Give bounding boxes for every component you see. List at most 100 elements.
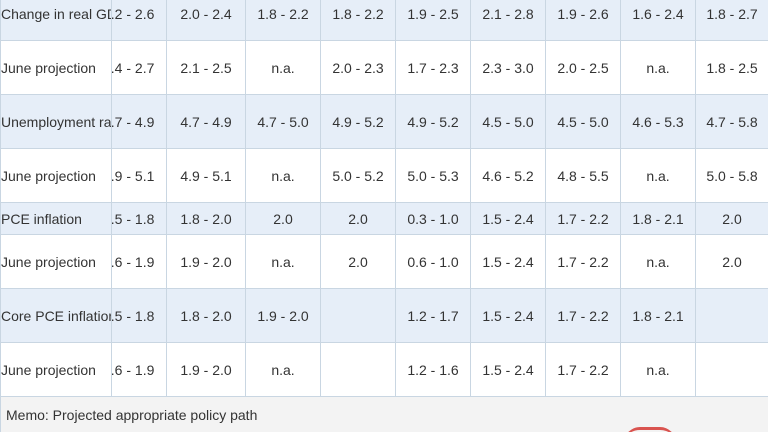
table-row: June projection4.9 - 5.14.9 - 5.1n.a.5.0…	[0, 148, 768, 203]
projection-cell: 2.3 - 3.0	[470, 40, 546, 95]
projection-cell: 1.7 - 2.2	[545, 288, 621, 343]
projection-cell: 4.8 - 5.5	[545, 148, 621, 203]
row-label: PCE inflation	[0, 202, 112, 235]
projection-cell: 1.8 - 2.7	[695, 0, 768, 41]
projection-cell: n.a.	[620, 342, 696, 397]
row-label-text: June projection	[1, 361, 96, 378]
table-row: June projection1.6 - 1.91.9 - 2.0n.a.2.0…	[0, 234, 768, 289]
row-label-text: June projection	[1, 253, 96, 270]
projection-cell: 1.6 - 2.4	[620, 0, 696, 41]
row-label-text: PCE inflation	[1, 210, 82, 227]
table-row: Core PCE inflation41.5 - 1.81.8 - 2.01.9…	[0, 288, 768, 343]
row-label-text: Core PCE inflation	[1, 307, 112, 324]
projection-cell: 1.5 - 2.4	[470, 202, 546, 235]
projection-cell: 2.2 - 2.6	[111, 0, 167, 41]
row-label: Change in real GDP	[0, 0, 112, 41]
projection-cell: n.a.	[245, 342, 321, 397]
table-row: PCE inflation1.5 - 1.81.8 - 2.02.02.00.3…	[0, 202, 768, 235]
projection-cell: n.a.	[620, 40, 696, 95]
projection-cell: 4.7 - 4.9	[166, 94, 246, 149]
table-row: June projection1.6 - 1.91.9 - 2.0n.a.1.2…	[0, 342, 768, 397]
projection-cell: 1.8 - 2.1	[620, 288, 696, 343]
projection-cell: 1.7 - 2.2	[545, 342, 621, 397]
projection-cell: n.a.	[245, 234, 321, 289]
projection-cell: 1.7 - 2.2	[545, 202, 621, 235]
projection-cell: 1.6 - 1.9	[111, 342, 167, 397]
row-label: June projection	[0, 40, 112, 95]
projection-cell	[695, 342, 768, 397]
projection-cell: 4.7 - 5.0	[245, 94, 321, 149]
row-label: June projection	[0, 234, 112, 289]
table-row: June projection2.4 - 2.72.1 - 2.5n.a.2.0…	[0, 40, 768, 95]
row-label-text: June projection	[1, 59, 96, 76]
projection-cell: 1.8 - 2.1	[620, 202, 696, 235]
projection-cell: 4.6 - 5.2	[470, 148, 546, 203]
projection-cell: 1.9 - 2.0	[166, 342, 246, 397]
projection-cell: 1.9 - 2.6	[545, 0, 621, 41]
projection-cell: 2.0	[695, 234, 768, 289]
projection-cell: 5.0 - 5.2	[320, 148, 396, 203]
row-label: Core PCE inflation4	[0, 288, 112, 343]
projection-cell: 4.5 - 5.0	[545, 94, 621, 149]
projection-cell: 2.0 - 2.3	[320, 40, 396, 95]
projection-cell: 1.5 - 2.4	[470, 288, 546, 343]
table-row: Change in real GDP2.2 - 2.62.0 - 2.41.8 …	[0, 0, 768, 41]
projection-cell	[320, 288, 396, 343]
projection-cell	[695, 288, 768, 343]
projection-cell: 1.5 - 2.4	[470, 234, 546, 289]
projection-cell: n.a.	[620, 148, 696, 203]
partial-red-mark	[624, 427, 676, 432]
projection-cell: 2.0 - 2.5	[545, 40, 621, 95]
projection-cell: 2.0	[320, 202, 396, 235]
projection-cell: n.a.	[245, 40, 321, 95]
projection-cell: 1.8 - 2.2	[320, 0, 396, 41]
projection-cell: 2.0	[695, 202, 768, 235]
table-row: Unemployment rate4.7 - 4.94.7 - 4.94.7 -…	[0, 94, 768, 149]
projection-cell: 1.9 - 2.0	[245, 288, 321, 343]
projection-cell: 2.0	[320, 234, 396, 289]
row-label: June projection	[0, 342, 112, 397]
projection-cell: 5.0 - 5.3	[395, 148, 471, 203]
projection-cell: 1.8 - 2.5	[695, 40, 768, 95]
memo-row: Memo: Projected appropriate policy path	[0, 396, 768, 432]
projection-cell: 1.6 - 1.9	[111, 234, 167, 289]
projection-cell: 1.7 - 2.2	[545, 234, 621, 289]
projection-cell: 4.7 - 4.9	[111, 94, 167, 149]
projection-cell: 1.5 - 2.4	[470, 342, 546, 397]
projection-cell: 1.2 - 1.7	[395, 288, 471, 343]
projection-cell: 2.1 - 2.5	[166, 40, 246, 95]
projection-cell: 1.8 - 2.0	[166, 202, 246, 235]
projection-cell: 5.0 - 5.8	[695, 148, 768, 203]
memo-text: Memo: Projected appropriate policy path	[0, 396, 768, 432]
projection-cell: 0.3 - 1.0	[395, 202, 471, 235]
row-label-text: Unemployment rate	[1, 113, 112, 130]
projection-cell: 1.9 - 2.5	[395, 0, 471, 41]
projection-cell: 4.9 - 5.2	[320, 94, 396, 149]
projection-cell: n.a.	[245, 148, 321, 203]
row-label-text: Change in real GDP	[1, 5, 111, 22]
projection-cell: 4.6 - 5.3	[620, 94, 696, 149]
projection-cell	[320, 342, 396, 397]
projection-cell: 2.0	[245, 202, 321, 235]
projection-cell: 0.6 - 1.0	[395, 234, 471, 289]
projection-cell: 4.9 - 5.1	[166, 148, 246, 203]
projection-cell: n.a.	[620, 234, 696, 289]
projection-cell: 2.4 - 2.7	[111, 40, 167, 95]
projection-cell: 4.7 - 5.8	[695, 94, 768, 149]
projection-cell: 4.9 - 5.2	[395, 94, 471, 149]
projection-cell: 1.7 - 2.3	[395, 40, 471, 95]
projection-cell: 2.1 - 2.8	[470, 0, 546, 41]
projection-cell: 1.9 - 2.0	[166, 234, 246, 289]
projection-cell: 1.8 - 2.0	[166, 288, 246, 343]
row-label-text: June projection	[1, 167, 96, 184]
projection-cell: 4.9 - 5.1	[111, 148, 167, 203]
projection-cell: 1.8 - 2.2	[245, 0, 321, 41]
projection-cell: 1.5 - 1.8	[111, 202, 167, 235]
projection-cell: 4.5 - 5.0	[470, 94, 546, 149]
projection-cell: 1.2 - 1.6	[395, 342, 471, 397]
row-label: Unemployment rate	[0, 94, 112, 149]
projection-cell: 1.5 - 1.8	[111, 288, 167, 343]
row-label: June projection	[0, 148, 112, 203]
